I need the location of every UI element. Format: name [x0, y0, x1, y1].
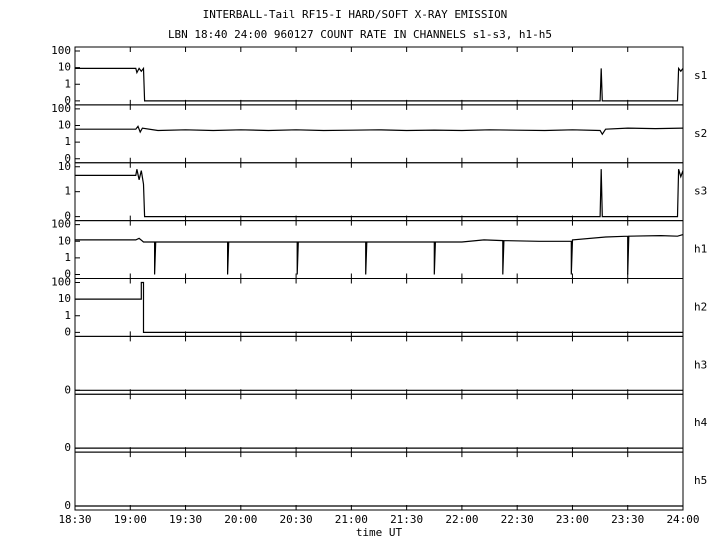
- x-tick-label: 21:00: [335, 513, 368, 526]
- y-tick-label: 10: [58, 234, 71, 247]
- y-tick-label: 0: [64, 499, 71, 512]
- data-line: [75, 169, 684, 218]
- panel-frame: [74, 335, 684, 395]
- y-tick-label: 0: [64, 268, 71, 281]
- panel-frame: [74, 104, 684, 164]
- x-tick-label: 19:00: [114, 513, 147, 526]
- data-line: [75, 281, 683, 333]
- panel-frame: [74, 46, 684, 106]
- y-tick-label: 100: [51, 102, 71, 115]
- x-tick-label: 23:00: [556, 513, 589, 526]
- y-tick-label: 0: [64, 152, 71, 165]
- y-tick-label: 10: [58, 119, 71, 132]
- x-tick-label: 22:00: [445, 513, 478, 526]
- panel-frame: [74, 451, 684, 511]
- y-tick-label: 100: [51, 44, 71, 57]
- y-tick-label: 0: [64, 441, 71, 454]
- y-tick-label: 1: [64, 77, 71, 90]
- y-tick-label: 0: [64, 210, 71, 223]
- x-tick-label: 20:00: [224, 513, 257, 526]
- y-tick-label: 100: [51, 276, 71, 289]
- panel-frame: [74, 220, 684, 279]
- y-tick-label: 1: [64, 251, 71, 264]
- series-label: s3: [694, 185, 707, 198]
- y-tick-label: 0: [64, 94, 71, 107]
- y-tick-label: 100: [51, 218, 71, 231]
- y-tick-label: 1: [64, 309, 71, 322]
- panel-frame: [74, 393, 684, 453]
- data-line: [75, 66, 684, 102]
- x-axis-label: time UT: [356, 526, 403, 539]
- series-label: h4: [694, 416, 708, 429]
- panel-frame: [74, 162, 684, 222]
- y-tick-label: 10: [58, 61, 71, 74]
- data-line: [75, 234, 684, 275]
- data-line: [75, 125, 684, 136]
- x-tick-label: 20:30: [280, 513, 313, 526]
- chart-subtitle: LBN 18:40 24:00 960127 COUNT RATE IN CHA…: [168, 28, 552, 41]
- y-tick-label: 0: [64, 383, 71, 396]
- series-label: h2: [694, 300, 707, 313]
- y-tick-label: 10: [58, 160, 71, 173]
- y-tick-label: 10: [58, 292, 71, 305]
- x-tick-label: 22:30: [501, 513, 534, 526]
- y-tick-label: 1: [64, 135, 71, 148]
- series-label: s2: [694, 127, 707, 140]
- series-label: h5: [694, 474, 707, 487]
- y-tick-label: 0: [64, 325, 71, 338]
- series-label: h3: [694, 358, 707, 371]
- chart-title: INTERBALL-Tail RF15-I HARD/SOFT X-RAY EM…: [203, 8, 508, 21]
- series-label: h1: [694, 243, 707, 256]
- y-tick-label: 1: [64, 185, 71, 198]
- panel-frame: [74, 278, 684, 337]
- x-tick-label: 18:30: [58, 513, 91, 526]
- series-label: s1: [694, 69, 707, 82]
- x-tick-label: 19:30: [169, 513, 202, 526]
- x-tick-label: 23:30: [611, 513, 644, 526]
- x-tick-label: 21:30: [390, 513, 423, 526]
- x-tick-label: 24:00: [666, 513, 699, 526]
